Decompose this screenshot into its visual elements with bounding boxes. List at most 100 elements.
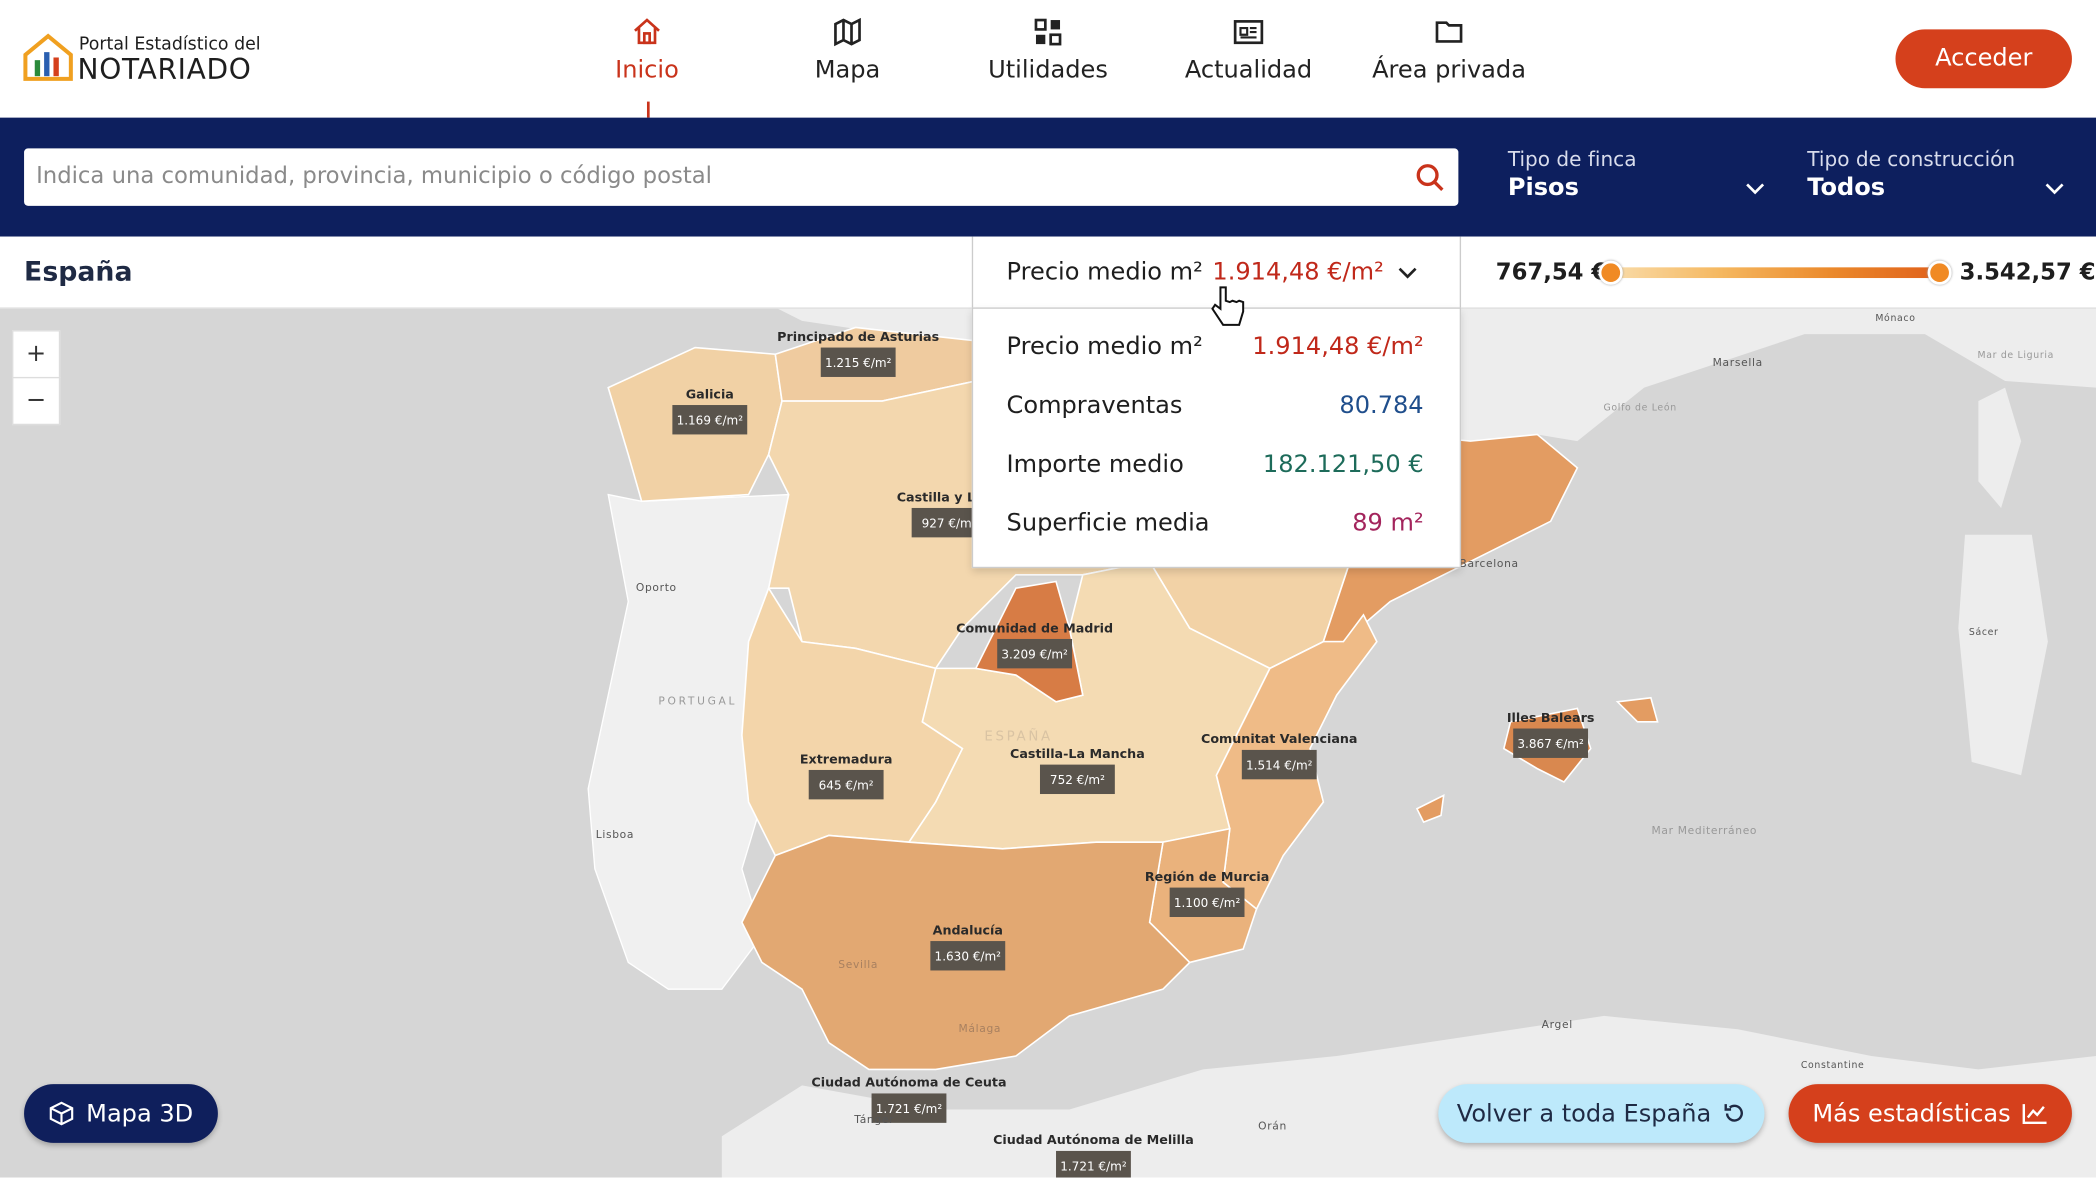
- region-value: 1.100 €/m²: [1174, 896, 1241, 910]
- search-icon[interactable]: [1416, 163, 1445, 192]
- value-badge: [997, 638, 1073, 669]
- place-label: Constantine: [1801, 1060, 1865, 1071]
- reset-button[interactable]: Volver a toda España: [1438, 1084, 1765, 1143]
- value-badge: [820, 347, 896, 377]
- range-handle[interactable]: [1927, 260, 1952, 285]
- filter[interactable]: Tipo de construcción Todos: [1807, 147, 2068, 202]
- nav-label: Actualidad: [1184, 56, 1313, 85]
- region-name: Illes Balears: [1507, 710, 1595, 725]
- stats-button[interactable]: Más estadísticas: [1788, 1084, 2072, 1143]
- search-placeholder: Indica una comunidad, provincia, municip…: [36, 163, 712, 190]
- region-name: Castilla-La Mancha: [1010, 746, 1145, 761]
- filter-label: Tipo de finca: [1507, 147, 1637, 172]
- region-name: Andalucía: [933, 922, 1003, 937]
- nav-icon: [1435, 21, 1463, 43]
- region-name: Galicia: [686, 386, 734, 401]
- zoom-in[interactable]: +: [12, 330, 61, 379]
- region-name: Extremadura: [800, 751, 893, 766]
- region-value: 3.209 €/m²: [1001, 647, 1068, 661]
- region-value: 1.721 €/m²: [1060, 1159, 1127, 1173]
- region-value: 1.169 €/m²: [677, 413, 744, 427]
- item-label: Precio medio m²: [1006, 332, 1203, 361]
- nav-icon: [634, 18, 660, 45]
- place-label: Málaga: [959, 1022, 1002, 1035]
- value-badge: [1169, 887, 1245, 918]
- region-name: Región de Murcia: [1145, 869, 1269, 884]
- region-shape: [1615, 696, 1659, 723]
- range-bar: [1610, 267, 1940, 279]
- item-value: 182.121,50 €: [1262, 450, 1424, 479]
- search-input[interactable]: Indica una comunidad, provincia, municip…: [24, 148, 1459, 206]
- dropdown-item[interactable]: Precio medio m² 1.914,48 €/m²: [1007, 333, 1424, 361]
- range-handle[interactable]: [1598, 260, 1623, 285]
- reset-icon: [1724, 1104, 1744, 1122]
- place-label: ESPAÑA: [984, 728, 1052, 745]
- nav-label: Utilidades: [988, 56, 1108, 85]
- land: [1958, 534, 2048, 776]
- button-label: Mapa 3D: [86, 1099, 194, 1128]
- nav-item[interactable]: Mapa: [747, 16, 948, 84]
- item-label: Compraventas: [1006, 391, 1183, 420]
- value-badge: [1056, 1150, 1131, 1178]
- dropdown-item[interactable]: Superficie media 89 m²: [1007, 509, 1424, 537]
- region-name: Ciudad Autónoma de Melilla: [993, 1132, 1194, 1147]
- zoom-out[interactable]: −: [12, 376, 61, 426]
- nav-item[interactable]: Actualidad: [1148, 16, 1349, 84]
- item-value: 1.914,48 €/m²: [1252, 332, 1424, 361]
- region-name: Ciudad Autónoma de Ceuta: [811, 1075, 1006, 1090]
- region-value: 752 €/m²: [1050, 773, 1105, 787]
- filter-value: Todos: [1807, 173, 1886, 202]
- metric-dropdown: Precio medio m² 1.914,48 €/m² Compraventas…: [971, 307, 1462, 569]
- header: Portal Estadístico del NOTARIADO Inicio M…: [0, 0, 2096, 118]
- place-label: Lisboa: [596, 828, 634, 841]
- chart-icon: [2022, 1104, 2047, 1125]
- place-label: Barcelona: [1459, 557, 1518, 570]
- button-label: Más estadísticas: [1812, 1099, 2011, 1128]
- region-value: 1.514 €/m²: [1246, 758, 1313, 772]
- place-label: Sevilla: [838, 958, 878, 971]
- place-label: Marsella: [1713, 356, 1763, 369]
- region-value: 1.721 €/m²: [876, 1102, 943, 1116]
- range-max: 3.542,57 €: [1959, 259, 2096, 287]
- nav-item[interactable]: Área privada: [1349, 16, 1550, 84]
- logo-text: Portal Estadístico del: [78, 34, 261, 55]
- filter-label: Tipo de construcción: [1807, 147, 2016, 172]
- region-value: 1.630 €/m²: [935, 949, 1002, 963]
- toolbar: España Precio medio m² 1.914,48 €/m² 767…: [0, 236, 2096, 309]
- active-indicator: [646, 101, 650, 118]
- logo-icon: [23, 33, 73, 81]
- region-name: Comunidad de Madrid: [956, 620, 1113, 635]
- login-button[interactable]: Acceder: [1895, 29, 2072, 89]
- location: España: [24, 255, 133, 288]
- place-label: Orán: [1258, 1120, 1287, 1133]
- metric-select[interactable]: Precio medio m² 1.914,48 €/m²: [971, 236, 1462, 308]
- filter-value: Pisos: [1507, 173, 1579, 202]
- place-label: Argel: [1542, 1018, 1573, 1031]
- item-value: 80.784: [1339, 391, 1424, 420]
- place-label: Golfo de León: [1604, 402, 1677, 413]
- metric-value: 1.914,48 €/m²: [1212, 257, 1384, 287]
- metric-label: Precio medio m²: [1006, 257, 1203, 287]
- place-label: Oporto: [636, 581, 677, 594]
- chevron: [1746, 183, 1765, 195]
- nav-item[interactable]: Inicio: [547, 16, 748, 84]
- button-label: Volver a toda España: [1456, 1099, 1712, 1128]
- value-badge: [808, 769, 884, 800]
- nav-label: Mapa: [814, 56, 881, 85]
- dropdown-item[interactable]: Importe medio 182.121,50 €: [1007, 450, 1424, 478]
- region-shape: [1415, 793, 1445, 824]
- chevron: [2045, 183, 2064, 195]
- range-min: 767,54 €: [1495, 259, 1608, 287]
- region-value: 3.867 €/m²: [1517, 737, 1584, 751]
- region-name: Principado de Asturias: [777, 329, 939, 344]
- map3d-button[interactable]: Mapa 3D: [24, 1084, 218, 1143]
- filter[interactable]: Tipo de finca Pisos: [1508, 147, 1769, 202]
- nav-item[interactable]: Utilidades: [948, 16, 1149, 84]
- region-value: 645 €/m²: [819, 778, 874, 792]
- nav-icon: [834, 17, 861, 47]
- dropdown-item[interactable]: Compraventas 80.784: [1007, 392, 1424, 420]
- place-label: PORTUGAL: [658, 694, 737, 707]
- nav-label: Inicio: [615, 56, 679, 85]
